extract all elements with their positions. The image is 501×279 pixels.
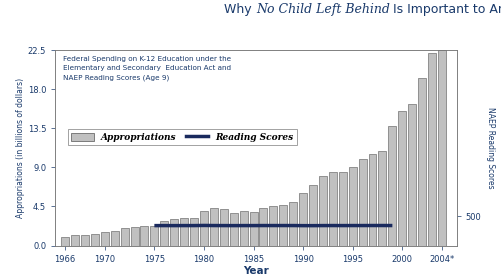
Bar bbox=[338, 172, 346, 246]
Bar bbox=[427, 53, 435, 246]
X-axis label: Year: Year bbox=[242, 266, 269, 276]
Bar bbox=[111, 231, 118, 246]
Bar bbox=[269, 206, 277, 246]
Bar bbox=[140, 227, 148, 246]
Bar bbox=[199, 211, 207, 246]
Bar bbox=[348, 167, 356, 246]
Bar bbox=[180, 218, 188, 246]
Legend: Appropriations, Reading Scores: Appropriations, Reading Scores bbox=[68, 129, 297, 145]
Bar bbox=[279, 205, 287, 246]
Bar bbox=[388, 126, 396, 246]
Bar bbox=[397, 111, 405, 246]
Bar bbox=[299, 193, 307, 246]
Bar bbox=[71, 235, 79, 246]
Bar bbox=[229, 213, 237, 246]
Text: Why: Why bbox=[224, 3, 256, 16]
Bar bbox=[318, 176, 326, 246]
Bar bbox=[160, 221, 168, 246]
Bar bbox=[130, 227, 138, 246]
Bar bbox=[190, 218, 197, 246]
Bar bbox=[309, 185, 316, 246]
Bar bbox=[378, 151, 386, 246]
Bar bbox=[259, 208, 267, 246]
Bar bbox=[328, 172, 336, 246]
Bar bbox=[289, 202, 297, 246]
Bar bbox=[61, 237, 69, 246]
Bar bbox=[368, 154, 376, 246]
Bar bbox=[81, 235, 89, 246]
Bar bbox=[219, 209, 227, 246]
Bar bbox=[249, 212, 257, 246]
Bar bbox=[417, 78, 425, 246]
Text: Federal Spending on K-12 Education under the
Elementary and Secondary  Education: Federal Spending on K-12 Education under… bbox=[63, 56, 231, 81]
Bar bbox=[120, 228, 128, 246]
Bar bbox=[101, 232, 109, 246]
Bar bbox=[239, 211, 247, 246]
Text: Is Important to America: Is Important to America bbox=[388, 3, 501, 16]
Bar bbox=[358, 159, 366, 246]
Bar bbox=[91, 234, 99, 246]
Bar bbox=[437, 50, 445, 246]
Bar bbox=[150, 225, 158, 246]
Bar bbox=[407, 104, 415, 246]
Text: No Child Left Behind: No Child Left Behind bbox=[256, 3, 389, 16]
Bar bbox=[209, 208, 217, 246]
Bar bbox=[170, 220, 178, 246]
Y-axis label: Appropriations (in billions of dollars): Appropriations (in billions of dollars) bbox=[16, 78, 25, 218]
Y-axis label: NAEP Reading Scores: NAEP Reading Scores bbox=[485, 107, 494, 189]
